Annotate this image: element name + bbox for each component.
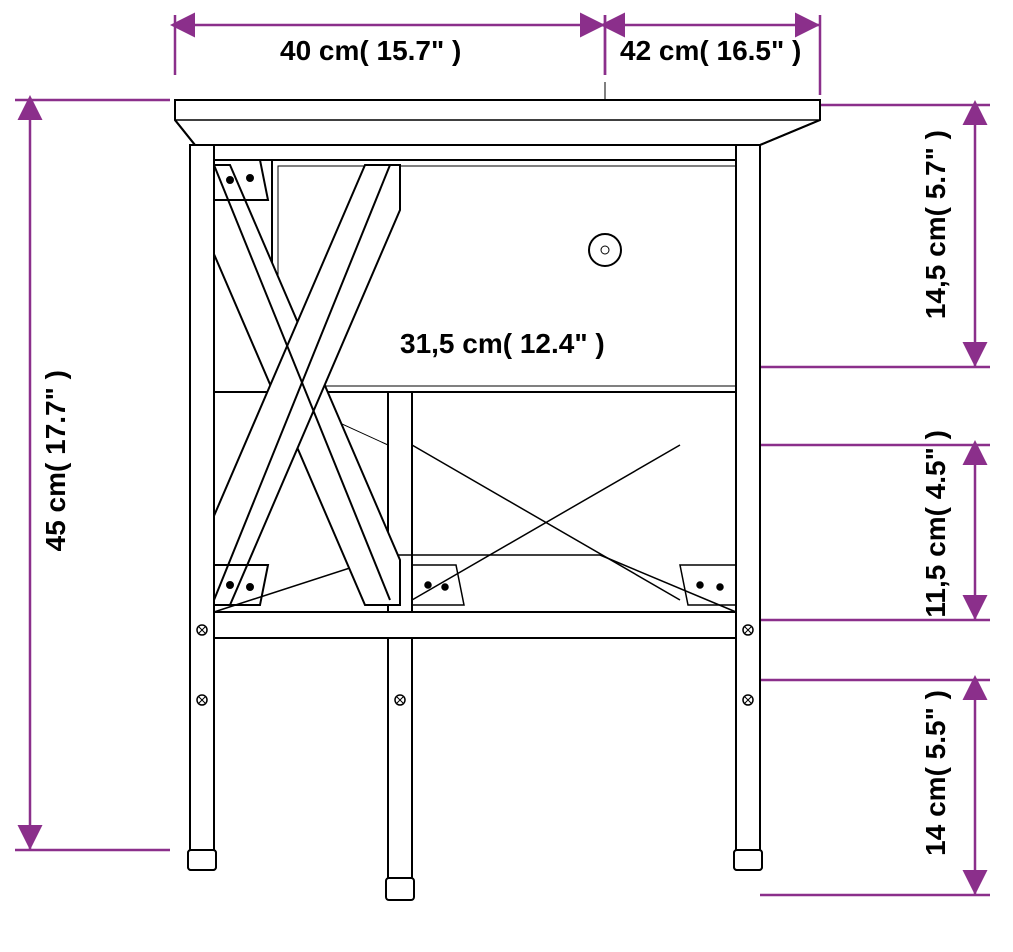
technical-drawing: 40 cm( 15.7" ) 42 cm( 16.5" ) 45 cm( 17.… — [0, 0, 1013, 952]
dim-shelf-gap-label: 11,5 cm( 4.5" ) — [920, 430, 952, 618]
dim-drawer-height-label: 14,5 cm( 5.7" ) — [920, 130, 952, 319]
dim-leg-height-label: 14 cm( 5.5" ) — [920, 690, 952, 856]
dim-drawer-width-label: 31,5 cm( 12.4" ) — [400, 328, 605, 360]
dim-width-label: 40 cm( 15.7" ) — [280, 35, 461, 67]
dim-height-label: 45 cm( 17.7" ) — [40, 370, 72, 551]
dim-depth-label: 42 cm( 16.5" ) — [620, 35, 801, 67]
